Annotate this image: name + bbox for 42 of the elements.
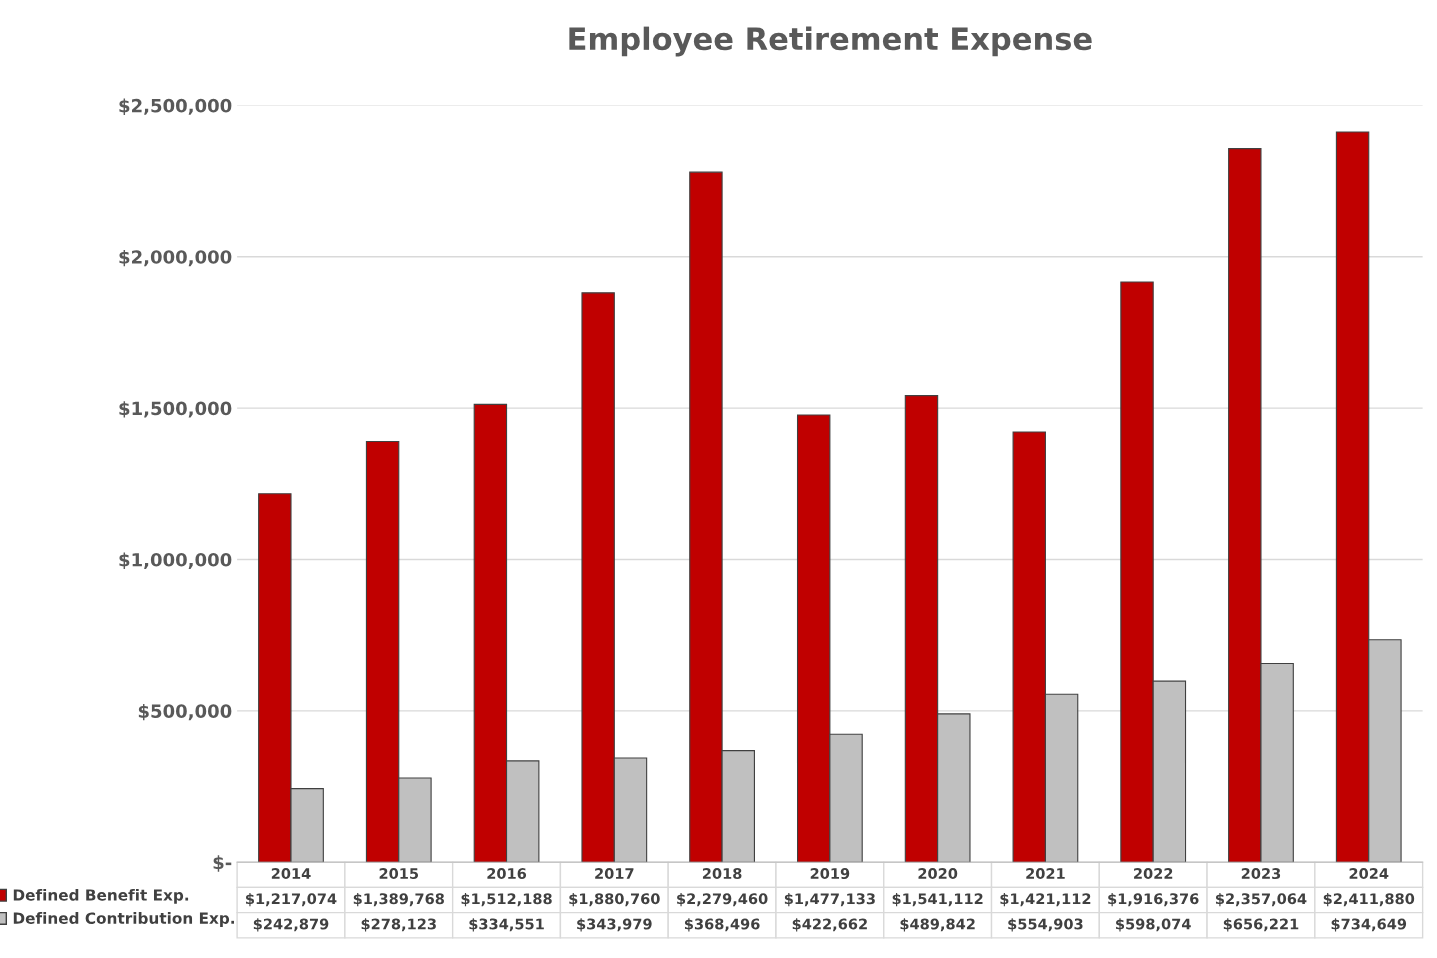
data-label: $2,357,064 — [1215, 892, 1307, 907]
data-label: $343,979 — [577, 918, 652, 932]
x-tick-label: 2022 — [1134, 868, 1173, 880]
data-label: $489,842 — [900, 918, 975, 932]
y-tick-label: $- — [213, 855, 232, 872]
y-tick-label: $500,000 — [138, 703, 232, 721]
data-label: $1,541,112 — [892, 892, 983, 907]
y-tick-label: $2,000,000 — [119, 249, 232, 267]
y-tick-label: $1,000,000 — [119, 552, 232, 569]
x-tick-label: 2020 — [918, 868, 958, 880]
y-tick-label: $2,500,000 — [119, 98, 232, 115]
data-label: $598,074 — [1116, 918, 1191, 932]
x-tick-label: 2014 — [271, 868, 311, 880]
data-label: $1,421,112 — [1000, 892, 1091, 907]
data-label: $734,649 — [1331, 918, 1407, 932]
legend-label: Defined Contribution Exp. — [13, 912, 235, 927]
data-label: $656,221 — [1223, 918, 1299, 932]
x-tick-label: 2019 — [810, 868, 850, 880]
data-label: $422,662 — [792, 918, 867, 932]
data-label: $554,903 — [1008, 918, 1083, 932]
data-label: $1,880,760 — [569, 892, 660, 907]
x-tick-label: 2015 — [379, 868, 419, 880]
x-tick-label: 2024 — [1349, 868, 1389, 880]
chart-title: Employee Retirement Expense — [569, 26, 1092, 57]
data-label: $1,217,074 — [246, 892, 337, 907]
legend-label: Defined Benefit Exp. — [13, 888, 189, 904]
x-tick-label: 2017 — [595, 868, 634, 880]
x-tick-label: 2023 — [1241, 868, 1281, 880]
x-tick-label: 2016 — [487, 868, 527, 880]
data-label: $242,879 — [253, 918, 329, 932]
data-label: $1,477,133 — [784, 892, 875, 907]
y-tick-label: $1,500,000 — [119, 401, 232, 418]
data-label: $1,389,768 — [353, 892, 444, 907]
data-label: $1,512,188 — [461, 892, 552, 907]
x-tick-label: 2018 — [702, 868, 742, 880]
data-label: $334,551 — [469, 918, 544, 932]
data-label: $2,411,880 — [1323, 892, 1415, 907]
data-label: $278,123 — [361, 918, 436, 932]
x-tick-label: 2021 — [1026, 868, 1065, 880]
data-label: $368,496 — [684, 918, 760, 932]
data-label: $1,916,376 — [1108, 892, 1199, 907]
data-label: $2,279,460 — [677, 892, 768, 907]
